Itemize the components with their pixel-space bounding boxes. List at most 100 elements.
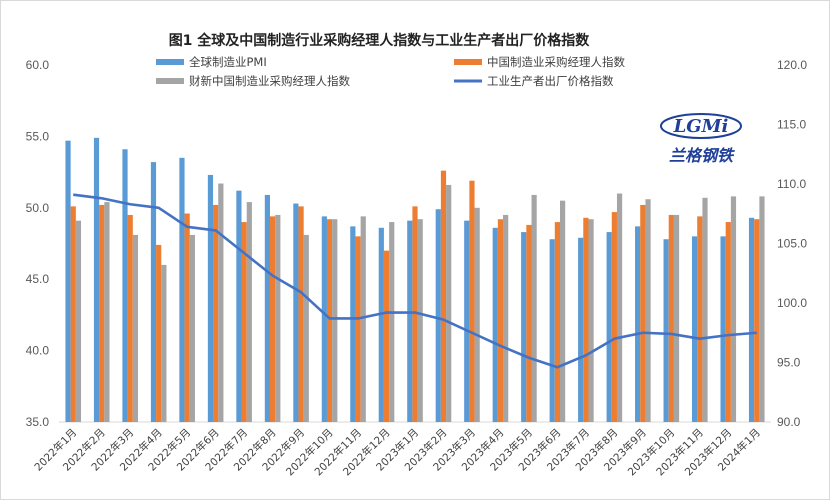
bar-1-23 (725, 222, 731, 422)
bar-0-11 (378, 227, 384, 422)
left-tick-label: 60.0 (26, 58, 50, 72)
bar-0-14 (464, 220, 470, 422)
bar-2-23 (730, 196, 737, 422)
chart-title: 图1 全球及中国制造行业采购经理人指数与工业生产者出厂价格指数 (169, 32, 591, 49)
bar-0-13 (435, 209, 441, 422)
bar-2-18 (588, 219, 594, 422)
bar-0-22 (692, 236, 698, 422)
bar-2-6 (246, 202, 252, 422)
bar-2-9 (332, 219, 338, 422)
bar-0-3 (150, 162, 157, 422)
bar-2-2 (132, 234, 138, 422)
bar-0-9 (321, 216, 327, 422)
bar-1-20 (640, 204, 646, 422)
bar-2-1 (104, 202, 110, 422)
bar-2-3 (161, 264, 167, 422)
bar-1-5 (213, 204, 219, 422)
bar-2-24 (759, 196, 765, 422)
bar-0-17 (549, 239, 555, 422)
bar-2-13 (446, 184, 452, 422)
bar-0-7 (264, 194, 270, 422)
bar-1-22 (697, 216, 703, 422)
bar-1-2 (127, 214, 133, 422)
bar-0-8 (293, 203, 299, 422)
bar-2-4 (189, 234, 195, 422)
bar-1-14 (469, 180, 475, 422)
bar-1-18 (583, 217, 589, 422)
bar-0-2 (122, 149, 128, 422)
bar-1-15 (497, 219, 504, 422)
legend-swatch-global-pmi (156, 59, 184, 65)
bar-0-1 (93, 137, 100, 422)
bar-1-10 (355, 236, 361, 422)
ppi-line-group (73, 193, 757, 369)
bar-2-15 (503, 214, 509, 422)
bar-1-13 (440, 170, 447, 422)
left-axis: 35.0 40.0 45.0 50.0 55.0 60.0 (26, 58, 50, 429)
logo-mark: LGMi (673, 116, 729, 137)
right-tick-label: 105.0 (777, 237, 807, 251)
bar-2-19 (616, 193, 623, 422)
bar-0-0 (65, 140, 71, 422)
bar-0-21 (663, 239, 669, 422)
legend: 全球制造业PMI 中国制造业采购经理人指数 财新中国制造业采购经理人指数 工业生… (156, 55, 625, 88)
bar-0-5 (207, 174, 214, 422)
legend-label-china-pmi: 中国制造业采购经理人指数 (487, 55, 625, 69)
bar-2-5 (218, 183, 224, 422)
bar-2-12 (417, 219, 423, 422)
right-tick-label: 120.0 (777, 58, 807, 72)
lgmi-logo: LGMi 兰格钢铁 (660, 113, 742, 165)
bar-0-19 (606, 232, 612, 422)
bar-1-0 (70, 206, 76, 422)
bar-2-20 (645, 199, 651, 422)
bar-1-17 (554, 222, 560, 422)
legend-label-global-pmi: 全球制造业PMI (189, 55, 267, 69)
bar-0-12 (407, 220, 413, 422)
legend-swatch-china-pmi (454, 59, 482, 65)
legend-label-caixin-pmi: 财新中国制造业采购经理人指数 (189, 74, 350, 88)
right-tick-label: 110.0 (777, 177, 806, 191)
bar-1-6 (241, 222, 247, 422)
bar-0-23 (720, 236, 726, 422)
bar-0-6 (236, 190, 242, 422)
left-tick-label: 45.0 (26, 272, 50, 286)
bar-2-10 (360, 216, 366, 422)
ppi-line (73, 193, 757, 369)
bar-0-10 (350, 226, 356, 422)
bar-2-14 (474, 207, 480, 422)
bar-2-22 (702, 197, 708, 422)
left-tick-label: 40.0 (26, 344, 50, 358)
legend-label-ppi: 工业生产者出厂价格指数 (487, 74, 614, 88)
bar-1-9 (326, 219, 333, 422)
bar-2-11 (389, 222, 395, 422)
bar-0-16 (521, 232, 527, 422)
bar-1-24 (754, 219, 760, 422)
bar-0-24 (748, 217, 755, 422)
bar-1-11 (383, 250, 390, 422)
legend-swatch-caixin-pmi (156, 78, 184, 84)
right-tick-label: 95.0 (777, 356, 801, 370)
bar-1-16 (526, 224, 532, 422)
right-tick-label: 115.0 (777, 118, 806, 132)
bar-2-16 (531, 194, 537, 422)
bar-1-19 (611, 212, 617, 422)
bar-2-21 (673, 214, 680, 422)
left-tick-label: 35.0 (26, 415, 50, 429)
bar-2-0 (75, 220, 82, 422)
bars-group (65, 137, 765, 422)
logo-name: 兰格钢铁 (669, 146, 735, 165)
bar-1-8 (298, 206, 304, 422)
bar-0-4 (179, 157, 185, 422)
right-tick-label: 100.0 (777, 296, 807, 310)
bar-1-7 (270, 216, 276, 422)
bar-2-17 (560, 200, 566, 422)
bar-2-8 (303, 234, 309, 422)
bar-1-12 (412, 206, 418, 422)
bar-1-21 (668, 214, 674, 422)
bar-1-1 (99, 204, 105, 422)
bar-2-7 (275, 214, 281, 422)
right-axis: 90.0 95.0 100.0 105.0 110.0 115.0 120.0 (777, 58, 807, 429)
left-tick-label: 50.0 (26, 201, 50, 215)
